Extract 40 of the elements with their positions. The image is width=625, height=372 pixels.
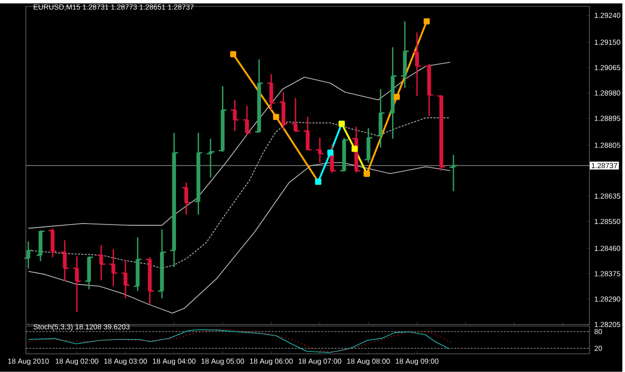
candlestick bbox=[230, 99, 240, 132]
candlestick bbox=[376, 88, 386, 148]
candlestick bbox=[448, 154, 458, 192]
candlestick bbox=[48, 228, 58, 258]
candlestick bbox=[254, 58, 264, 134]
candlestick bbox=[303, 116, 312, 151]
point bbox=[424, 18, 430, 24]
point bbox=[352, 146, 358, 152]
line-series bbox=[28, 62, 451, 229]
candlestick bbox=[72, 256, 82, 313]
candlestick bbox=[36, 230, 46, 262]
candlestick bbox=[145, 256, 154, 305]
candlestick bbox=[194, 132, 203, 216]
candlestick bbox=[170, 132, 179, 268]
point bbox=[273, 114, 280, 120]
candlestick bbox=[400, 20, 410, 89]
candlestick bbox=[120, 260, 130, 299]
candlestick bbox=[266, 74, 276, 111]
point bbox=[327, 150, 334, 156]
candlestick bbox=[412, 32, 422, 97]
candlestick bbox=[24, 240, 33, 270]
candlestick bbox=[340, 137, 349, 172]
candlestick bbox=[364, 127, 373, 164]
candlestick bbox=[84, 256, 94, 290]
candlestick bbox=[96, 244, 106, 282]
candlestick bbox=[206, 138, 216, 178]
candlestick bbox=[327, 144, 337, 174]
point bbox=[394, 94, 400, 100]
candlestick bbox=[133, 236, 142, 292]
candlestick bbox=[315, 137, 324, 164]
candlestick bbox=[60, 240, 70, 282]
candlestick bbox=[182, 182, 191, 216]
candlestick bbox=[424, 63, 434, 117]
candlestick bbox=[436, 94, 446, 172]
candlestick bbox=[290, 98, 300, 133]
candlestick bbox=[242, 105, 252, 136]
point bbox=[230, 51, 236, 58]
candlestick bbox=[157, 228, 166, 299]
candlestick bbox=[218, 86, 228, 153]
candlestick bbox=[108, 248, 118, 288]
